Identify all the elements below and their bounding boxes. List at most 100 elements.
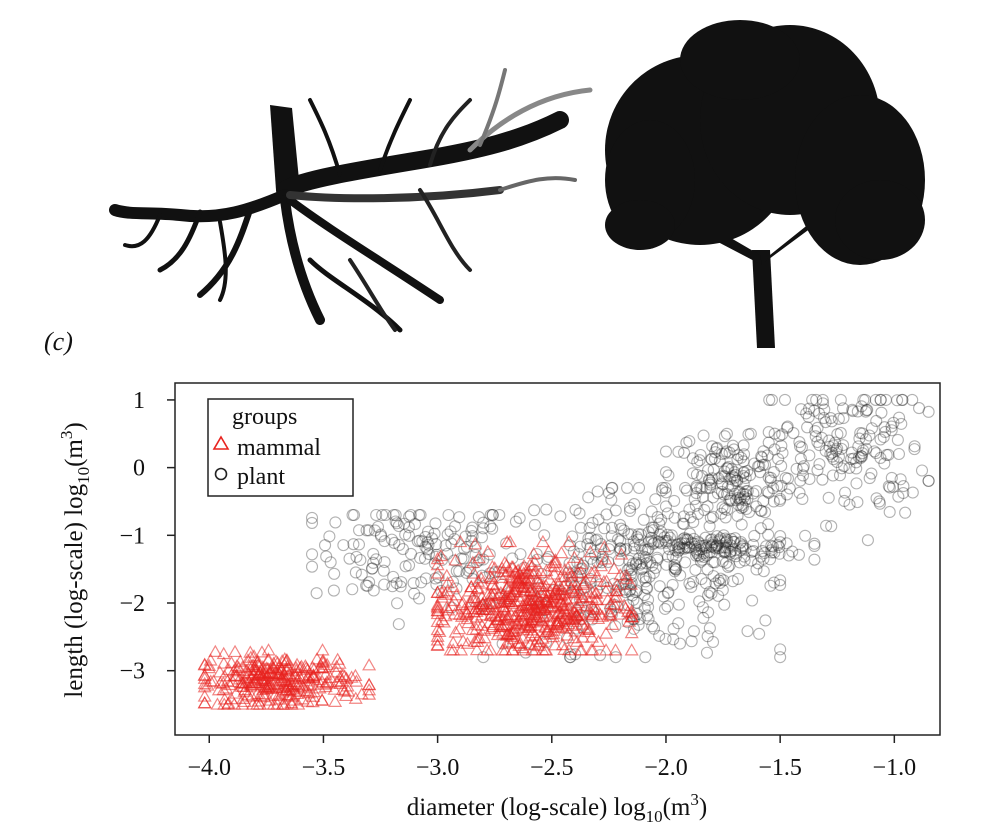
mammal-point [599,626,614,639]
plant-point [757,565,770,578]
plant-point [780,488,793,501]
plant-point [445,537,458,550]
mammal-point [620,604,636,618]
plant-point [661,600,674,613]
plant-point [786,545,799,558]
plant-point [673,544,686,557]
plant-point [729,474,742,488]
y-axis-title-sub: 10 [74,467,93,484]
plant-point [678,531,691,545]
plant-point [305,548,319,561]
plant-point [413,534,426,547]
plant-point [793,486,806,499]
mammal-point [279,662,294,675]
plant-point [509,515,522,528]
plant-point [710,542,723,555]
mammal-point [430,599,445,612]
plant-point [754,504,767,517]
plant-point [690,486,703,500]
mammal-point [446,643,461,656]
plant-point [625,528,638,541]
plant-point [687,625,700,638]
plant-point [893,411,906,424]
plant-point [836,402,850,415]
plant-point [819,416,832,429]
mammal-point [312,681,327,694]
mammal-point [470,634,485,648]
plant-point [627,593,640,606]
legend-entry-mammal: mammal [237,435,321,461]
plant-point [598,522,611,535]
plant-point [563,651,577,664]
plant-point [874,393,887,406]
plant-point [711,487,724,500]
mammal-point [332,656,347,669]
mammal-point [550,613,565,627]
mammal-point [463,595,478,608]
mammal-point [470,631,485,644]
plant-point [855,450,868,463]
plant-point [310,587,323,600]
mammal-point [485,597,500,610]
plant-point [677,517,690,530]
mammal-point [609,584,624,597]
plant-point [697,429,710,442]
plant-point [793,440,807,453]
plant-point [663,543,676,556]
plant-point [773,494,786,507]
mammal-point [281,678,296,691]
plant-point [327,584,340,597]
mammal-point [531,582,546,595]
plant-point [396,542,409,556]
plant-point [709,446,722,459]
mammal-point [580,622,595,635]
plant-point [868,445,881,458]
plant-point [906,393,919,406]
plant-point [725,463,738,476]
plant-point [632,481,646,494]
plant-point [716,501,729,514]
plant-point [718,546,731,559]
plant-point [418,552,432,565]
mammal-point [499,636,514,649]
y-tick-label: −3 [119,659,145,685]
plant-point [718,447,732,460]
plant-point [874,393,887,406]
plant-point [690,549,703,562]
plant-point [677,510,690,523]
plant-point [886,480,900,493]
plant-point [699,531,712,544]
plant-point [693,539,707,552]
mammal-point [463,597,478,610]
plant-point [659,534,672,547]
mammal-point [522,557,537,571]
plant-point [645,521,658,534]
plant-point [591,533,604,546]
plant-point [731,509,744,522]
mammal-point [515,640,531,654]
plot-frame [174,382,941,736]
plant-point [385,533,398,546]
plant-point [640,557,653,570]
plant-point [843,461,856,474]
plant-point [726,469,739,483]
mammal-point [202,658,217,671]
plant-point [646,559,659,572]
plant-point [402,521,416,534]
mammal-point [430,603,445,616]
mammal-point [573,565,588,578]
mammal-point [448,625,463,638]
plant-point [826,446,839,459]
mammal-point [315,661,330,674]
mammal-point [597,540,612,553]
mammal-point [257,689,272,703]
mammal-point [538,620,553,633]
plant-point [688,540,701,553]
plant-point [741,464,754,478]
plant-point [803,402,816,415]
plant-point [618,543,631,556]
plant-point [477,651,490,664]
plant-point [859,433,873,446]
plant-point [318,539,332,552]
x-axis-title: diameter (log-scale) log10(m3) [407,790,707,826]
